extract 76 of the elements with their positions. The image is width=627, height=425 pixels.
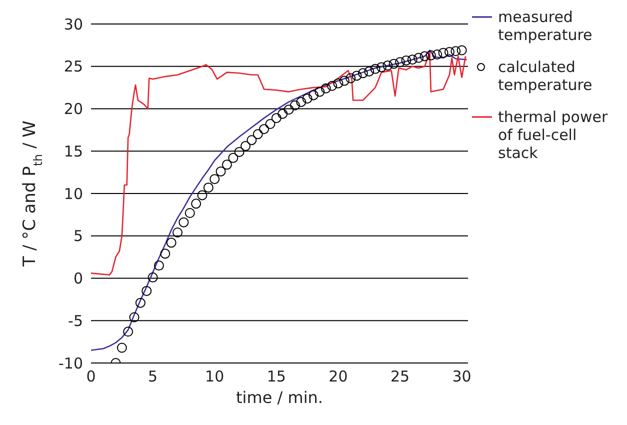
point [148, 272, 158, 282]
point [414, 52, 424, 63]
point [142, 286, 152, 296]
point [184, 208, 195, 218]
point [178, 217, 189, 228]
point [228, 152, 238, 163]
point [259, 124, 270, 134]
point [352, 70, 362, 81]
point [116, 342, 127, 353]
legend-label: calculated temperature [498, 58, 594, 94]
point [339, 76, 350, 86]
point [135, 298, 146, 308]
point [388, 58, 399, 69]
legend-label: thermal power of fuel-cell stack [498, 108, 609, 162]
x-tick-label: 0 [86, 368, 96, 386]
point [450, 46, 461, 56]
point [370, 64, 380, 74]
point [314, 86, 325, 97]
x-tick-label: 5 [148, 368, 158, 386]
point [426, 50, 436, 60]
point [246, 135, 257, 146]
point [401, 55, 412, 66]
point [271, 113, 282, 124]
point [346, 73, 356, 84]
point [395, 57, 406, 68]
point [222, 160, 232, 170]
x-tick-label: 15 [266, 368, 286, 386]
point [456, 45, 467, 56]
point [420, 51, 430, 62]
point [333, 78, 344, 88]
y-tick-label: -5 [68, 312, 83, 330]
point [284, 104, 294, 115]
point [382, 60, 393, 71]
x-axis-title: time / min. [236, 388, 323, 407]
y-tick-label: 5 [73, 227, 83, 246]
y-tick-label: -10 [58, 354, 83, 372]
point [444, 46, 454, 57]
x-tick-label: 20 [328, 368, 348, 386]
point [216, 166, 226, 176]
point [203, 182, 214, 193]
point [364, 66, 374, 76]
point [154, 260, 164, 271]
y-tick-label: 10 [64, 184, 83, 203]
point [376, 62, 386, 72]
x-tick-label: 10 [205, 368, 224, 386]
point [166, 238, 176, 248]
point [407, 54, 418, 65]
point [302, 94, 312, 104]
point [240, 141, 251, 152]
point [296, 96, 306, 107]
y-tick-label: 0 [73, 270, 83, 288]
x-tick-label: 30 [452, 368, 472, 386]
point [278, 108, 288, 119]
point [123, 326, 134, 337]
point [327, 80, 338, 91]
y-tick-label: 30 [64, 15, 83, 34]
point [197, 190, 208, 200]
x-tick-label: 25 [390, 368, 410, 386]
point [191, 198, 202, 209]
point [210, 174, 220, 184]
point [438, 48, 448, 58]
point [160, 248, 170, 259]
point [432, 50, 442, 60]
point [308, 90, 318, 100]
point [320, 83, 331, 94]
point [252, 129, 263, 140]
point [129, 312, 140, 322]
legend-label: measured temperature [498, 8, 594, 44]
point [290, 100, 300, 110]
point [172, 227, 183, 238]
point [358, 68, 368, 78]
point [265, 119, 276, 130]
y-tick-label: 25 [64, 58, 83, 76]
y-tick-label: 20 [64, 100, 83, 118]
point [234, 146, 244, 157]
y-tick-label: 15 [64, 142, 83, 160]
